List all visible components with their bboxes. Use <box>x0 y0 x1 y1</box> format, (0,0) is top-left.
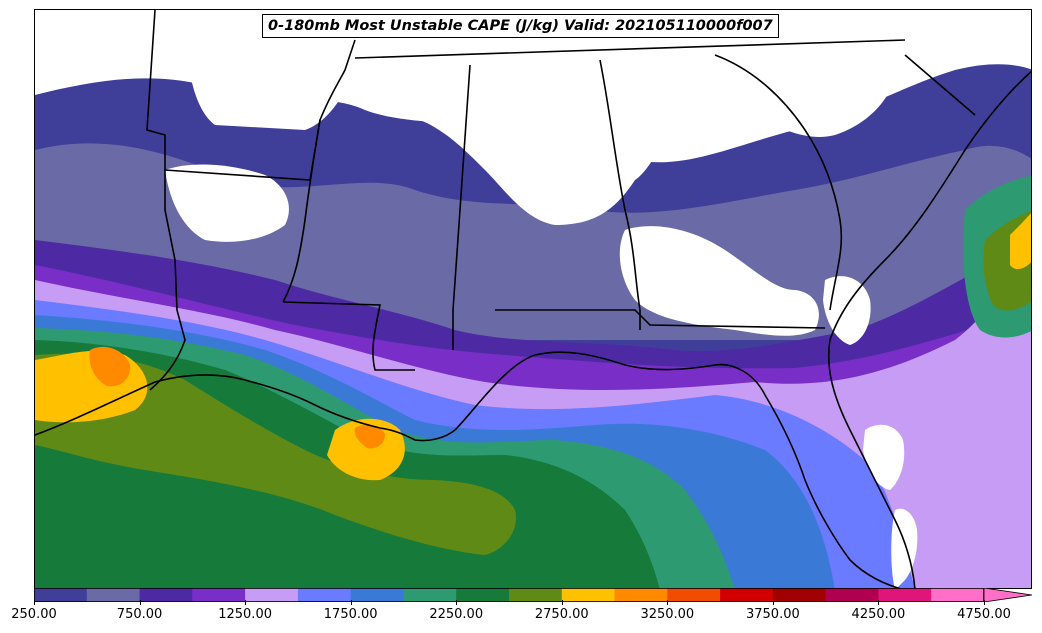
colorbar-tick-labels: 250.00 750.00 1250.00 1750.00 2250.00 2750.00… <box>0 600 1042 630</box>
colorbar-tick-label: 1250.00 <box>218 607 272 622</box>
cape-region-orange-2 <box>354 424 385 449</box>
map-panel <box>34 9 1032 589</box>
colorbar-segment <box>297 588 352 602</box>
colorbar-tick-label: 4750.00 <box>957 607 1011 622</box>
no-cape-area-north-central <box>365 10 725 225</box>
colorbar-tick-mark <box>139 600 141 605</box>
colorbar <box>34 588 1033 602</box>
colorbar-tick-mark <box>878 600 880 605</box>
map-title: 0-180mb Most Unstable CAPE (J/kg) Valid:… <box>262 14 779 38</box>
colorbar-tick-label: 250.00 <box>11 607 57 622</box>
arkansas-louisiana-border <box>164 39 356 181</box>
state-boundaries <box>35 10 1031 588</box>
cape-region-orange <box>89 346 131 387</box>
colorbar-segment <box>878 588 932 602</box>
colorbar-tick-label: 1750.00 <box>323 607 378 622</box>
colorbar-tick-mark <box>772 600 774 605</box>
atlantic-coastline <box>827 70 1031 588</box>
alabama-georgia-border <box>599 59 641 330</box>
colorbar-tick-mark <box>561 600 563 605</box>
colorbar-segment <box>667 588 721 602</box>
colorbar-segment <box>614 588 668 602</box>
colorbar-segment <box>772 588 827 602</box>
cape-contour-map <box>35 10 1031 588</box>
georgia-sc-border <box>714 54 843 311</box>
no-cape-area-alabama <box>619 226 819 336</box>
cape-region-gold-2 <box>327 418 405 481</box>
colorbar-segment <box>825 588 879 602</box>
colorbar-tick-mark <box>984 600 985 605</box>
colorbar-tick-label: 2250.00 <box>429 607 484 622</box>
colorbar-segment <box>720 588 774 602</box>
colorbar-segment <box>561 588 616 602</box>
colorbar-segment <box>245 588 299 602</box>
colorbar-segment <box>139 588 193 602</box>
colorbar-tick-mark <box>350 600 352 605</box>
cape-region-atlantic-gold <box>1010 212 1031 270</box>
colorbar-tick-label: 4250.00 <box>851 607 906 622</box>
colorbar-segment <box>509 588 563 602</box>
gulf-coastline <box>35 351 901 588</box>
no-cape-area-nw <box>185 10 380 130</box>
colorbar-tick-mark <box>245 600 247 605</box>
colorbar-segment <box>456 588 510 602</box>
colorbar-segment <box>403 588 457 602</box>
colorbar-segment <box>34 588 88 602</box>
no-cape-area-south-fl <box>891 508 918 588</box>
colorbar-extend-arrow <box>983 588 1033 602</box>
colorbar-tick-label: 2750.00 <box>534 607 589 622</box>
texas-oklahoma-border <box>146 10 186 391</box>
florida-panhandle-border <box>495 309 826 329</box>
louisiana-mississippi-border <box>282 301 415 371</box>
colorbar-tick-mark <box>667 600 669 605</box>
colorbar-segment <box>86 588 141 602</box>
no-cape-area-texas-n <box>165 164 289 242</box>
colorbar-segment <box>192 588 246 602</box>
mississippi-alabama-border <box>452 64 471 350</box>
colorbar-outline <box>34 588 984 602</box>
colorbar-tick-label: 3750.00 <box>745 607 800 622</box>
colorbar-segment <box>350 588 404 602</box>
mississippi-river <box>282 119 321 303</box>
colorbar-tick-mark <box>456 600 458 605</box>
cape-region-olive <box>35 353 516 555</box>
colorbar-tick-mark <box>34 600 35 605</box>
colorbar-tick-label: 750.00 <box>116 607 163 622</box>
nc-sc-border <box>904 54 976 116</box>
colorbar-tick-label: 3250.00 <box>640 607 695 622</box>
colorbar-segment <box>931 588 985 602</box>
tennessee-border <box>354 39 906 59</box>
no-cape-area-florida-east <box>863 424 905 490</box>
